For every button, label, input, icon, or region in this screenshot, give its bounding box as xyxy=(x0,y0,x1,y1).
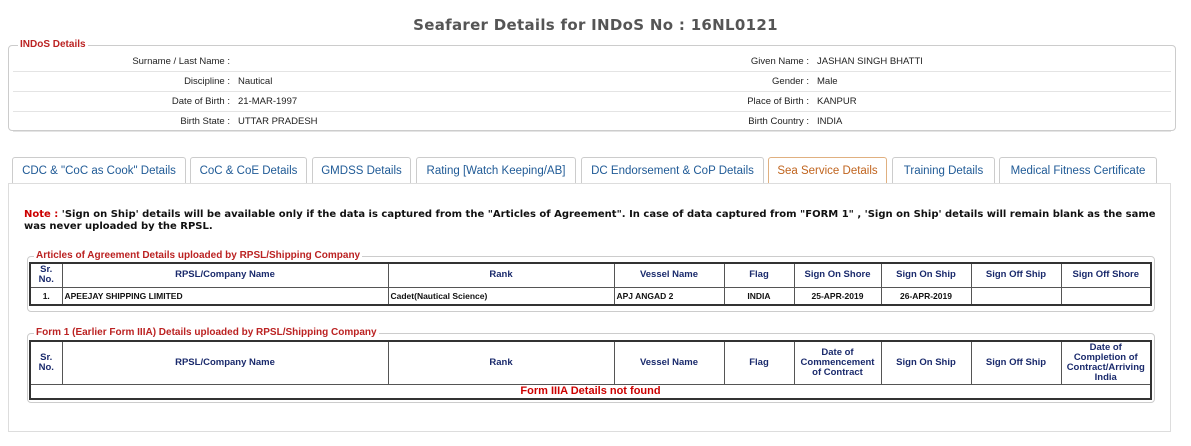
table-cell xyxy=(970,286,1062,306)
form1-section: Form 1 (Earlier Form IIIA) Details uploa… xyxy=(27,327,1155,403)
page-title: Seafarer Details for INDoS No : 16NL0121 xyxy=(413,16,778,34)
info-row: Birth State : UTTAR PRADESH Birth Country … xyxy=(13,112,1171,132)
tab[interactable]: Training Details xyxy=(892,157,995,183)
tab[interactable]: Sea Service Details xyxy=(768,157,887,183)
tab[interactable]: CoC & CoE Details xyxy=(190,157,307,183)
column-header: Sign On Shore xyxy=(793,262,882,288)
not-found-message: Form IIIA Details not found xyxy=(29,383,1152,400)
info-row: Date of Birth : 21-MAR-1997 Place of Birth… xyxy=(13,92,1171,112)
field-value: 21-MAR-1997 xyxy=(238,96,298,107)
column-header: Sign Off Ship xyxy=(970,340,1062,385)
articles-section: Articles of Agreement Details uploaded b… xyxy=(27,250,1155,312)
header-row: Sr. No. RPSL/Company Name Rank Vessel Name F… xyxy=(29,262,1152,288)
header-row: Sr. No. RPSL/Company Name Rank Vessel Name F… xyxy=(29,340,1152,385)
table-cell xyxy=(1060,286,1152,306)
field-label: Place of Birth : xyxy=(747,96,809,107)
field-label: Date of Birth : xyxy=(171,96,230,107)
tab[interactable]: DC Endorsement & CoP Details xyxy=(581,157,764,183)
field-value: Nautical xyxy=(238,76,273,87)
info-row: Surname / Last Name : Given Name : JASHAN … xyxy=(13,52,1171,72)
column-header: Date of Completion of Contract/Arriving … xyxy=(1060,340,1152,385)
tab-panel xyxy=(8,183,1171,432)
column-header: Flag xyxy=(723,340,795,385)
tab[interactable]: CDC & "CoC as Cook" Details xyxy=(12,157,186,183)
table-cell: 1. xyxy=(29,286,63,306)
column-header: Sign Off Shore xyxy=(1060,262,1152,288)
tab[interactable]: GMDSS Details xyxy=(312,157,411,183)
column-header: Vessel Name xyxy=(613,340,725,385)
info-row: Discipline : Nautical Gender : Male xyxy=(13,72,1171,92)
message-row: Form IIIA Details not found xyxy=(29,383,1152,400)
data-row: 1. APEEJAY SHIPPING LIMITED Cadet(Nautical… xyxy=(29,286,1152,306)
field-value: UTTAR PRADESH xyxy=(238,116,318,127)
column-header: Sign On Ship xyxy=(880,340,972,385)
data-table: Sr. No. RPSL/Company Name Rank Vessel Name F… xyxy=(29,262,1152,306)
column-header: Flag xyxy=(723,262,795,288)
column-header: Sign Off Ship xyxy=(970,262,1062,288)
field-value: INDIA xyxy=(817,116,843,127)
section-legend: Articles of Agreement Details uploaded b… xyxy=(34,250,363,261)
field-value: KANPUR xyxy=(817,96,857,107)
column-header: Sign On Ship xyxy=(880,262,972,288)
column-header: Rank xyxy=(387,262,615,288)
data-table: Sr. No. RPSL/Company Name Rank Vessel Name F… xyxy=(29,340,1152,400)
column-header: RPSL/Company Name xyxy=(61,262,389,288)
table-cell: 26-APR-2019 xyxy=(880,286,972,306)
note-text: 'Sign on Ship' details will be available… xyxy=(24,209,1156,232)
column-header: Rank xyxy=(387,340,615,385)
column-header: Sr. No. xyxy=(29,340,63,385)
field-label: Surname / Last Name : xyxy=(132,56,230,67)
note: Note : 'Sign on Ship' details will be av… xyxy=(24,209,1159,233)
column-header: Sr. No. xyxy=(29,262,63,288)
indos-details: INDoS Details Surname / Last Name : Given… xyxy=(8,39,1176,132)
field-label: Given Name : xyxy=(750,56,809,67)
table-cell: Cadet(Nautical Science) xyxy=(387,286,615,306)
tab[interactable]: Rating [Watch Keeping/AB] xyxy=(416,157,576,183)
table-cell: APEEJAY SHIPPING LIMITED xyxy=(61,286,389,306)
table-cell: INDIA xyxy=(723,286,795,306)
field-label: Birth State : xyxy=(180,116,230,127)
tab[interactable]: Medical Fitness Certificate xyxy=(999,157,1157,183)
section-legend: Form 1 (Earlier Form IIIA) Details uploa… xyxy=(34,327,379,338)
table-cell: APJ ANGAD 2 xyxy=(613,286,725,306)
field-label: Discipline : xyxy=(184,76,230,87)
field-label: Gender : xyxy=(772,76,809,87)
column-header: Vessel Name xyxy=(613,262,725,288)
field-value: Male xyxy=(817,76,838,87)
column-header: RPSL/Company Name xyxy=(61,340,389,385)
field-value: JASHAN SINGH BHATTI xyxy=(817,56,923,67)
table-cell: 25-APR-2019 xyxy=(793,286,882,306)
section-legend: INDoS Details xyxy=(18,39,88,50)
column-header: Date of Commencement of Contract xyxy=(793,340,882,385)
field-label: Birth Country : xyxy=(748,116,809,127)
note-label: Note : xyxy=(24,209,59,220)
